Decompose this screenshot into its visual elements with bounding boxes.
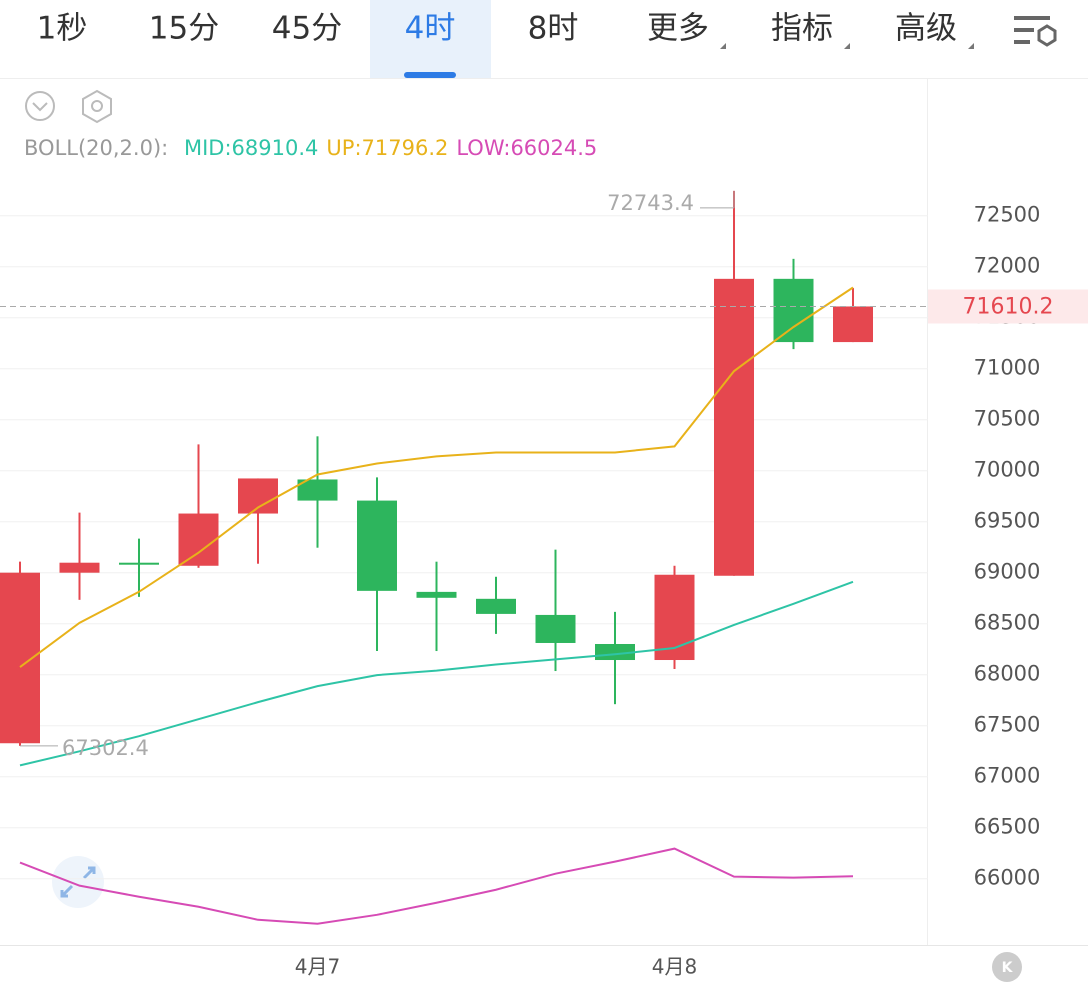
- settings-hex-icon[interactable]: [82, 89, 112, 124]
- tab-dropdown-mark: [968, 43, 974, 49]
- legend-entry: LOW:66024.5: [456, 136, 597, 160]
- settings-icon[interactable]: [1014, 16, 1057, 47]
- candle-body: [416, 591, 457, 598]
- tab[interactable]: 指标: [771, 11, 833, 47]
- tab[interactable]: 更多: [647, 11, 709, 47]
- expand-button[interactable]: [52, 856, 104, 908]
- y-tick-label: 67500: [974, 713, 1041, 737]
- last-price-tag: [928, 289, 1088, 324]
- tab[interactable]: 45分: [272, 11, 342, 47]
- boll-line: [19, 286, 854, 668]
- last-price-label: 71610.2: [963, 294, 1054, 319]
- candle-body: [535, 614, 576, 643]
- settings-hex-dot: [91, 100, 103, 112]
- legend-entry: MID:68910.4: [184, 136, 318, 160]
- x-tick-label: 4月8: [652, 955, 697, 979]
- tab[interactable]: 15分: [149, 11, 219, 47]
- y-tick-label: 66500: [974, 815, 1041, 839]
- y-tick-label: 71000: [974, 356, 1041, 380]
- collapse-icon[interactable]: [25, 91, 55, 121]
- active-tab-underline: [404, 72, 456, 78]
- boll-line: [19, 847, 854, 925]
- tab[interactable]: 8时: [528, 11, 579, 47]
- collapse-chevron: [32, 102, 48, 112]
- candle-body: [178, 513, 219, 566]
- boll-line: [19, 580, 854, 767]
- y-tick-label: 69500: [974, 509, 1041, 533]
- low-label: 67302.4: [62, 736, 149, 760]
- candle-body: [773, 278, 814, 343]
- y-tick-label: 68500: [974, 611, 1041, 635]
- candle-body: [714, 278, 754, 576]
- y-tick-label: 72000: [974, 254, 1041, 278]
- candle-body: [297, 479, 338, 501]
- y-tick-label: 72500: [974, 203, 1041, 227]
- active-tab-bg: [370, 0, 491, 78]
- tab-dropdown-mark: [844, 43, 850, 49]
- legend-entry: UP:71796.2: [326, 136, 448, 160]
- candle-body: [654, 574, 695, 661]
- y-tick-label: 67000: [974, 764, 1041, 788]
- y-tick-label: 66000: [974, 866, 1041, 890]
- tab[interactable]: 高级: [895, 11, 957, 47]
- candle-body: [833, 306, 873, 343]
- y-tick-label: 70000: [974, 458, 1041, 482]
- y-tick-label: 68000: [974, 662, 1041, 686]
- tab[interactable]: 1秒: [37, 11, 88, 47]
- y-tick-label: 70500: [974, 407, 1041, 431]
- x-tick-label: 4月7: [295, 955, 340, 979]
- expand-icon: [60, 866, 96, 898]
- scroll-end-button[interactable]: [992, 952, 1022, 982]
- indicator-label: BOLL(20,2.0):: [24, 136, 168, 160]
- y-tick-label: 69000: [974, 560, 1041, 584]
- candle-body: [119, 562, 159, 565]
- candle-body: [0, 572, 40, 744]
- tab[interactable]: 4时: [405, 11, 456, 47]
- scroll-end-icon: K: [1002, 960, 1014, 976]
- high-label: 72743.4: [607, 191, 694, 215]
- candle-body: [357, 500, 397, 591]
- candle-body: [476, 598, 516, 614]
- tab-dropdown-mark: [720, 43, 726, 49]
- candle-body: [59, 562, 100, 573]
